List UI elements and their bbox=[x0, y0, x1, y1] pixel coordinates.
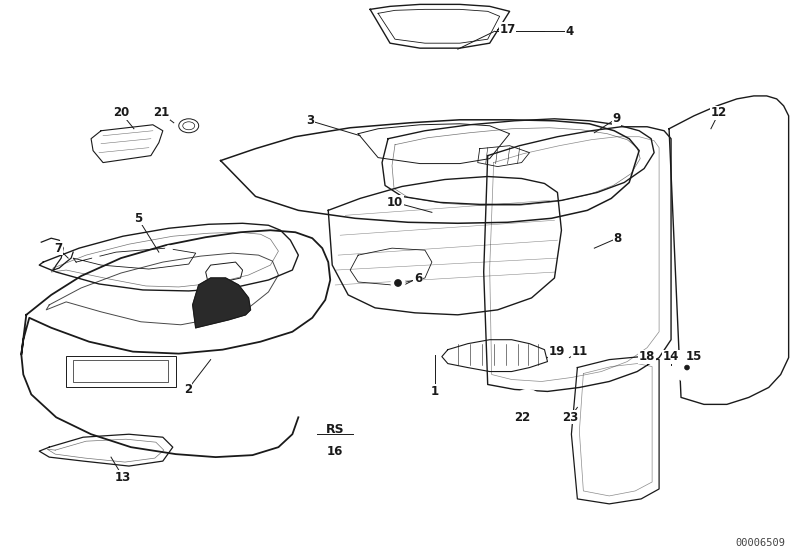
Circle shape bbox=[391, 276, 405, 290]
Text: 13: 13 bbox=[115, 471, 131, 484]
Text: 3: 3 bbox=[306, 114, 314, 127]
Text: 16: 16 bbox=[327, 444, 344, 458]
Circle shape bbox=[513, 390, 543, 419]
Text: 8: 8 bbox=[613, 232, 622, 245]
Text: 23: 23 bbox=[562, 411, 578, 424]
Text: 2: 2 bbox=[184, 383, 192, 396]
Bar bbox=[66, 356, 176, 387]
Text: 14: 14 bbox=[663, 350, 679, 363]
Text: 6: 6 bbox=[414, 272, 422, 285]
Circle shape bbox=[679, 359, 695, 376]
Text: 7: 7 bbox=[54, 241, 62, 255]
Ellipse shape bbox=[183, 122, 195, 130]
Text: 21: 21 bbox=[153, 106, 169, 119]
Polygon shape bbox=[193, 278, 251, 328]
Text: 15: 15 bbox=[686, 350, 702, 363]
Ellipse shape bbox=[179, 119, 199, 132]
Circle shape bbox=[165, 245, 173, 253]
Circle shape bbox=[673, 354, 701, 381]
Text: 00006509: 00006509 bbox=[736, 538, 785, 548]
Text: 4: 4 bbox=[565, 25, 574, 38]
Text: 1: 1 bbox=[431, 385, 439, 398]
Text: RS: RS bbox=[326, 423, 344, 436]
Circle shape bbox=[395, 280, 401, 286]
Circle shape bbox=[93, 254, 100, 262]
Circle shape bbox=[239, 245, 246, 252]
Circle shape bbox=[685, 365, 690, 370]
Text: 12: 12 bbox=[711, 106, 727, 119]
Circle shape bbox=[519, 396, 535, 413]
Text: 18: 18 bbox=[639, 350, 655, 363]
Text: 20: 20 bbox=[113, 106, 129, 119]
Text: 16: 16 bbox=[327, 448, 344, 461]
Bar bbox=[74, 359, 168, 382]
Text: 19: 19 bbox=[548, 345, 565, 358]
Text: 9: 9 bbox=[612, 112, 620, 125]
Text: 11: 11 bbox=[571, 345, 587, 358]
Text: 5: 5 bbox=[133, 212, 142, 225]
Text: 10: 10 bbox=[387, 196, 403, 209]
Text: 17: 17 bbox=[499, 23, 515, 36]
Text: 22: 22 bbox=[515, 411, 531, 424]
